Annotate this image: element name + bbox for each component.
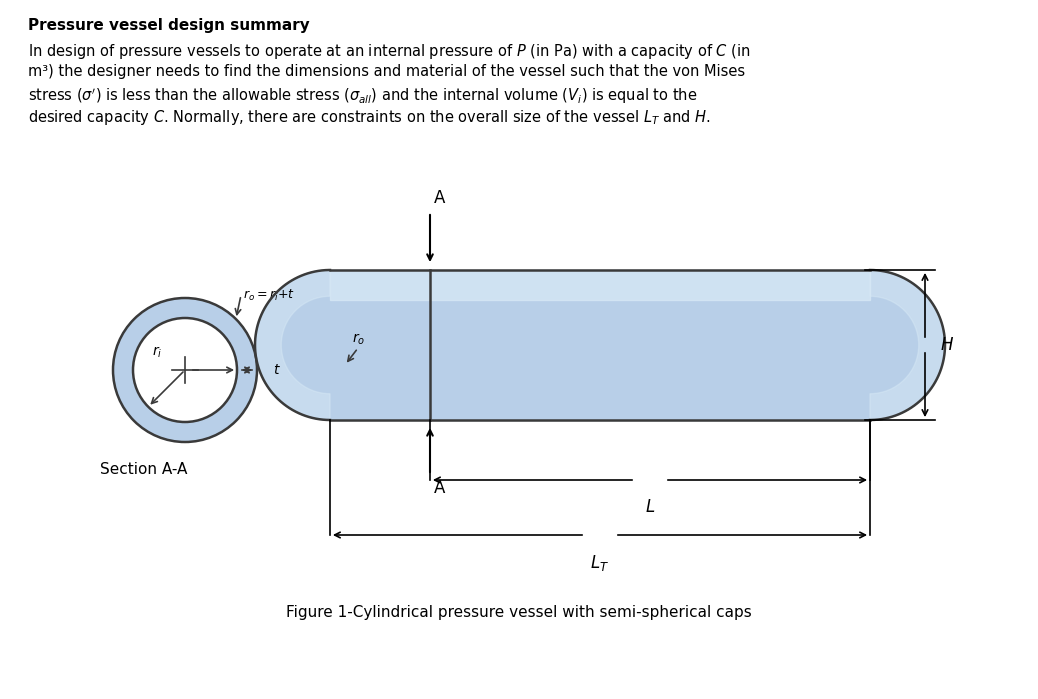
Text: $r_o$: $r_o$ <box>352 332 365 347</box>
Text: m³) the designer needs to find the dimensions and material of the vessel such th: m³) the designer needs to find the dimen… <box>28 64 745 79</box>
Text: $t$: $t$ <box>273 363 281 377</box>
Text: $L$: $L$ <box>645 498 655 516</box>
Wedge shape <box>870 270 945 420</box>
Wedge shape <box>255 270 330 420</box>
Text: Figure 1-Cylindrical pressure vessel with semi-spherical caps: Figure 1-Cylindrical pressure vessel wit… <box>286 605 752 620</box>
Wedge shape <box>870 270 945 420</box>
Text: stress ($\sigma'$) is less than the allowable stress ($\sigma_{all}$) and the in: stress ($\sigma'$) is less than the allo… <box>28 86 698 106</box>
Circle shape <box>133 318 237 422</box>
Text: A: A <box>434 479 445 497</box>
Text: $r_i$: $r_i$ <box>152 345 162 360</box>
Text: Pressure vessel design summary: Pressure vessel design summary <box>28 18 309 33</box>
Wedge shape <box>255 270 330 420</box>
Text: $L_T$: $L_T$ <box>591 553 609 573</box>
Text: $H$: $H$ <box>940 336 954 354</box>
Text: A: A <box>434 189 445 207</box>
Bar <box>330 270 870 300</box>
Text: Section A-A: Section A-A <box>100 462 188 477</box>
Text: $r_o$$=$$r_i$$+$$t$: $r_o$$=$$r_i$$+$$t$ <box>243 287 295 303</box>
Text: In design of pressure vessels to operate at an internal pressure of $P$ (in Pa) : In design of pressure vessels to operate… <box>28 42 750 61</box>
Text: desired capacity $C$. Normally, there are constraints on the overall size of the: desired capacity $C$. Normally, there ar… <box>28 108 711 127</box>
Circle shape <box>113 298 257 442</box>
Bar <box>330 270 870 420</box>
